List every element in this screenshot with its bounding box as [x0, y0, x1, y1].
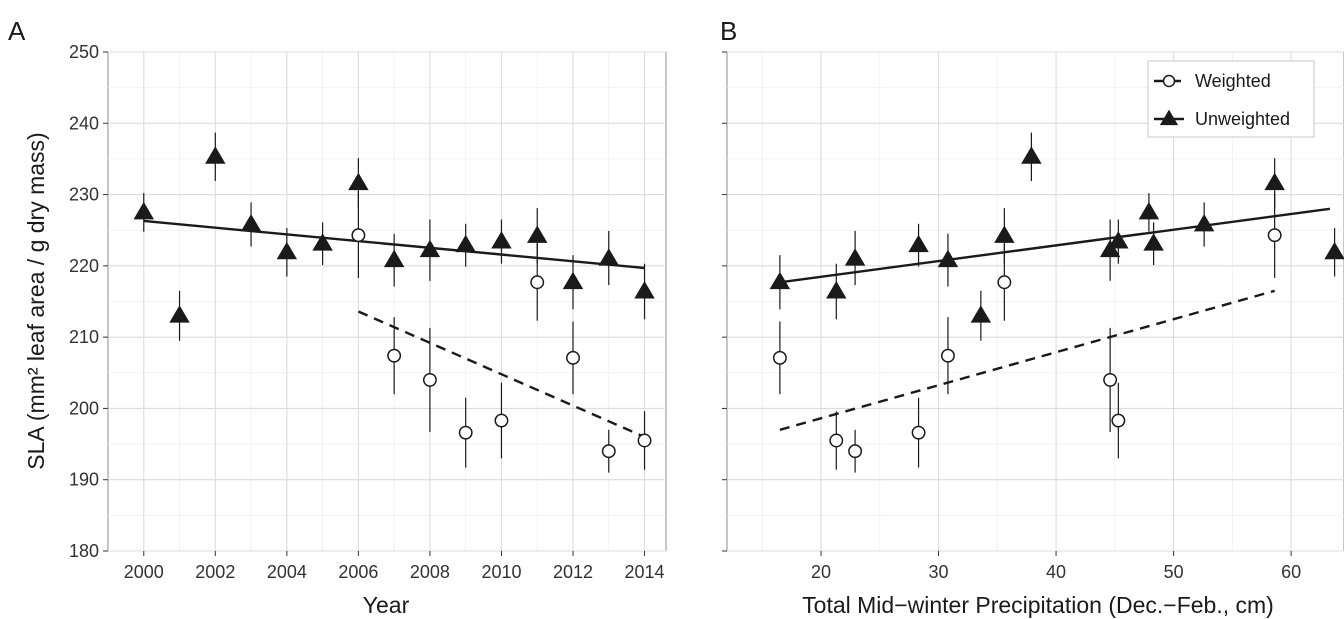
- x-tick-label: 50: [1164, 562, 1184, 582]
- legend-label: Unweighted: [1195, 109, 1290, 129]
- weighted-point: [911, 425, 926, 440]
- weighted-point: [1103, 372, 1118, 387]
- unweighted-point: [205, 146, 226, 164]
- x-tick-label: 2012: [553, 562, 593, 582]
- weighted-fit-line: [357, 310, 646, 439]
- x-tick-label: 30: [929, 562, 949, 582]
- unweighted-point: [312, 233, 333, 251]
- y-tick-label: 220: [69, 256, 99, 276]
- unweighted-point: [994, 225, 1015, 243]
- weighted-point: [1267, 228, 1282, 243]
- weighted-point: [387, 348, 402, 363]
- x-tick-label: 2006: [338, 562, 378, 582]
- unweighted-point: [908, 234, 929, 253]
- y-tick-label: 200: [69, 398, 99, 418]
- panel-a-plot: 2000 2002 2004 2006 2008 2010 2012 2014 180 190 20…: [69, 42, 667, 582]
- unweighted-point: [1324, 241, 1344, 260]
- weighted-point: [601, 444, 616, 459]
- unweighted-point: [1193, 214, 1215, 232]
- panel-a-label: A: [8, 16, 26, 46]
- y-tick-label: 190: [69, 470, 99, 490]
- x-tick-label: 2004: [267, 562, 307, 582]
- y-axis-title: SLA (mm² leaf area / g dry mass): [23, 132, 49, 469]
- unweighted-point: [937, 249, 959, 268]
- legend-circle-icon: [1162, 74, 1176, 88]
- unweighted-point: [562, 271, 584, 290]
- unweighted-point: [276, 241, 298, 260]
- weighted-point: [772, 350, 787, 365]
- unweighted-fit-line: [779, 207, 1331, 284]
- unweighted-point: [455, 234, 476, 253]
- x-tick-label: 2008: [410, 562, 450, 582]
- legend-triangle-icon: [1159, 109, 1179, 126]
- weighted-point: [940, 348, 955, 363]
- unweighted-point: [1108, 231, 1129, 249]
- weighted-fit-line: [779, 289, 1275, 431]
- weighted-point: [494, 413, 509, 428]
- unweighted-point: [970, 305, 992, 323]
- unweighted-point: [1099, 239, 1121, 258]
- unweighted-point: [1264, 172, 1285, 191]
- x-tick-label: 2000: [124, 562, 164, 582]
- y-tick-label: 180: [69, 541, 99, 561]
- y-tick-label: 240: [69, 113, 99, 133]
- unweighted-point: [419, 239, 441, 258]
- x-tick-label: 40: [1046, 562, 1066, 582]
- weighted-point: [637, 433, 652, 448]
- panel-b-label: B: [720, 16, 737, 46]
- x-tick-label: 20: [811, 562, 831, 582]
- weighted-point: [458, 425, 473, 440]
- weighted-point: [422, 372, 437, 387]
- unweighted-point: [240, 214, 262, 232]
- weighted-point: [848, 444, 863, 459]
- x-tick-label: 2002: [195, 562, 235, 582]
- x-tick-label: 2014: [625, 562, 665, 582]
- unweighted-point: [844, 248, 866, 266]
- panel-b-x-axis-title: Total Mid−winter Precipitation (Dec.−Feb…: [802, 592, 1274, 618]
- weighted-point: [351, 228, 366, 243]
- legend-label: Weighted: [1195, 71, 1271, 91]
- unweighted-point: [1021, 146, 1042, 164]
- weighted-point: [566, 350, 580, 365]
- weighted-point: [1111, 413, 1126, 428]
- unweighted-point: [634, 281, 655, 299]
- unweighted-point: [826, 281, 847, 299]
- unweighted-point: [169, 305, 190, 323]
- x-tick-label: 60: [1281, 562, 1301, 582]
- unweighted-point: [491, 231, 512, 249]
- unweighted-point: [598, 248, 619, 266]
- weighted-point: [530, 275, 545, 290]
- unweighted-point: [1143, 233, 1164, 251]
- weighted-point: [997, 275, 1012, 290]
- x-tick-label: 2010: [481, 562, 521, 582]
- y-tick-label: 250: [69, 42, 99, 62]
- y-tick-label: 230: [69, 185, 99, 205]
- weighted-point: [829, 433, 844, 448]
- legend: Weighted Unweighted: [1147, 60, 1315, 138]
- unweighted-point: [527, 225, 548, 243]
- unweighted-point: [769, 271, 791, 290]
- unweighted-point: [383, 249, 405, 268]
- panel-a-x-axis-title: Year: [363, 592, 410, 618]
- unweighted-point: [348, 172, 369, 191]
- unweighted-point: [133, 201, 154, 220]
- y-tick-label: 210: [69, 327, 99, 347]
- unweighted-point: [1138, 201, 1160, 220]
